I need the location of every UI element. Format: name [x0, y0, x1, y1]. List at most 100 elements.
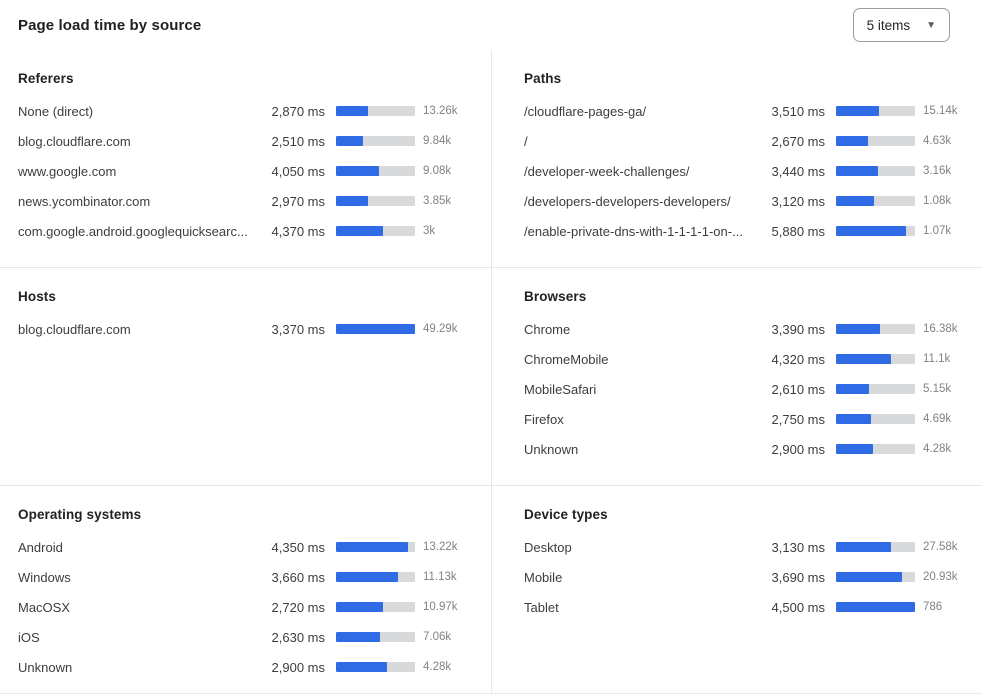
row-label: /cloudflare-pages-ga/ — [524, 103, 647, 119]
row-bar-track — [836, 542, 915, 552]
row-bar-fill — [836, 196, 874, 206]
row-count: 27.58k — [923, 541, 958, 553]
panel-heading-operating-systems: Operating systems — [18, 507, 142, 522]
row-count: 786 — [923, 601, 943, 613]
metric-row: Unknown 2,900 ms 4.28k — [524, 434, 975, 464]
metric-row: Desktop 3,130 ms 27.58k — [524, 532, 975, 562]
row-bar-track — [836, 444, 915, 454]
row-load-time: 3,390 ms — [771, 321, 825, 337]
row-label: None (direct) — [18, 103, 94, 119]
row-load-time: 2,750 ms — [771, 411, 825, 427]
chevron-down-icon: ▼ — [926, 20, 936, 31]
row-load-time: 2,900 ms — [771, 441, 825, 457]
row-bar-track — [336, 572, 415, 582]
row-label: /enable-private-dns-with-1-1-1-1-on-... — [524, 223, 743, 239]
row-bar-track — [836, 572, 915, 582]
items-count-select[interactable]: 5 items ▼ — [852, 8, 950, 42]
row-load-time: 3,660 ms — [271, 569, 325, 585]
row-bar-track — [336, 602, 415, 612]
row-bar-fill — [836, 542, 891, 552]
row-label: Desktop — [524, 539, 572, 555]
row-bar-track — [836, 384, 915, 394]
row-label: /developers-developers-developers/ — [524, 193, 731, 209]
panel-operating-systems: Operating systems Android 4,350 ms 13.22k W… — [0, 485, 491, 694]
row-label: MacOSX — [18, 599, 71, 615]
row-bar-track — [836, 324, 915, 334]
metric-row: ChromeMobile 4,320 ms 11.1k — [524, 344, 975, 374]
row-count: 4.28k — [923, 443, 952, 455]
metric-row: Tablet 4,500 ms 786 — [524, 592, 975, 622]
row-bar-track — [836, 106, 915, 116]
row-label: iOS — [18, 629, 40, 645]
row-bar-fill — [836, 136, 868, 146]
row-load-time: 3,690 ms — [771, 569, 825, 585]
row-bar-fill — [336, 572, 399, 582]
row-count: 4.69k — [923, 413, 952, 425]
metric-row: /enable-private-dns-with-1-1-1-1-on-... 5… — [524, 216, 975, 246]
metric-row: MobileSafari 2,610 ms 5.15k — [524, 374, 975, 404]
row-label: Chrome — [524, 321, 571, 337]
panel-paths: Paths /cloudflare-pages-ga/3,510 ms 15.14… — [491, 50, 982, 267]
row-label: Unknown — [524, 441, 579, 457]
row-load-time: 2,610 ms — [771, 381, 825, 397]
row-bar-fill — [336, 324, 415, 334]
row-load-time: 3,510 ms — [771, 103, 825, 119]
row-load-time: 4,320 ms — [771, 351, 825, 367]
row-bar-track — [336, 542, 415, 552]
row-count: 11.13k — [423, 571, 457, 583]
row-count: 5.15k — [923, 383, 952, 395]
row-bar-fill — [836, 324, 881, 334]
metric-row: iOS 2,630 ms 7.06k — [18, 622, 475, 652]
row-label: blog.cloudflare.com — [18, 321, 131, 337]
row-count: 13.22k — [423, 541, 458, 553]
row-bar-fill — [336, 632, 381, 642]
row-count: 9.84k — [423, 135, 452, 147]
row-label: Windows — [18, 569, 71, 585]
metric-row: /developer-week-challenges/3,440 ms 3.16k — [524, 156, 975, 186]
row-count: 9.08k — [423, 165, 452, 177]
row-load-time: 4,350 ms — [271, 539, 325, 555]
row-label: /developer-week-challenges/ — [524, 163, 690, 179]
metric-row: /cloudflare-pages-ga/3,510 ms 15.14k — [524, 96, 975, 126]
metric-row: www.google.com 4,050 ms 9.08k — [18, 156, 475, 186]
panel-hosts: Hosts blog.cloudflare.com 3,370 ms 49.29k — [0, 267, 491, 485]
row-load-time: 2,630 ms — [271, 629, 325, 645]
row-load-time: 4,500 ms — [771, 599, 825, 615]
panel-heading-referers: Referers — [18, 71, 74, 86]
row-load-time: 4,050 ms — [271, 163, 325, 179]
row-count: 10.97k — [423, 601, 458, 613]
items-count-value: 5 items — [866, 17, 911, 33]
row-label: Unknown — [18, 659, 73, 675]
row-bar-fill — [336, 196, 369, 206]
row-load-time: 5,880 ms — [771, 223, 825, 239]
row-bar-fill — [836, 602, 915, 612]
widget-header: Page load time by source 5 items ▼ — [0, 0, 982, 50]
panel-heading-paths: Paths — [524, 71, 562, 86]
row-label: blog.cloudflare.com — [18, 133, 131, 149]
row-bar-track — [336, 324, 415, 334]
row-load-time: 2,720 ms — [271, 599, 325, 615]
row-label: ChromeMobile — [524, 351, 609, 367]
row-label: com.google.android.googlequicksearc... — [18, 223, 247, 239]
metric-row: blog.cloudflare.com 2,510 ms 9.84k — [18, 126, 475, 156]
panel-device-types: Device types Desktop 3,130 ms 27.58k Mobile… — [491, 485, 982, 694]
row-bar-track — [836, 414, 915, 424]
metric-row: Chrome 3,390 ms 16.38k — [524, 314, 975, 344]
metric-row: /developers-developers-developers/3,120 … — [524, 186, 975, 216]
row-bar-fill — [836, 106, 880, 116]
row-label: MobileSafari — [524, 381, 597, 397]
row-load-time: 3,370 ms — [271, 321, 325, 337]
row-bar-fill — [336, 226, 384, 236]
row-load-time: 2,900 ms — [271, 659, 325, 675]
row-load-time: 3,440 ms — [771, 163, 825, 179]
row-label: Firefox — [524, 411, 564, 427]
row-bar-track — [836, 354, 915, 364]
row-load-time: 2,870 ms — [271, 103, 325, 119]
metric-row: Mobile 3,690 ms 20.93k — [524, 562, 975, 592]
row-bar-track — [336, 136, 415, 146]
row-count: 11.1k — [923, 353, 951, 365]
row-bar-fill — [836, 414, 871, 424]
row-bar-fill — [336, 166, 380, 176]
row-count: 4.28k — [423, 661, 452, 673]
